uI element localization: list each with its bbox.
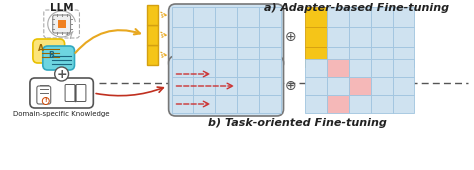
FancyBboxPatch shape (37, 86, 51, 104)
Text: +: + (56, 67, 67, 81)
Bar (147, 25, 158, 45)
Bar (172, 59, 193, 77)
Text: ⊕: ⊕ (285, 30, 296, 44)
Bar (237, 7, 259, 27)
Bar (172, 27, 193, 47)
FancyBboxPatch shape (169, 56, 283, 116)
Bar (237, 95, 259, 113)
FancyBboxPatch shape (30, 78, 93, 108)
Text: a) Adapter-based Fine-tuning: a) Adapter-based Fine-tuning (264, 3, 449, 13)
Bar (215, 95, 237, 113)
Text: ⊕: ⊕ (285, 79, 296, 93)
Bar (305, 59, 327, 77)
Bar (172, 95, 193, 113)
Text: Domain-specific Knowledge: Domain-specific Knowledge (13, 111, 110, 117)
Text: A: A (38, 44, 44, 53)
Bar (215, 47, 237, 67)
Bar (349, 95, 371, 113)
Bar (193, 59, 215, 77)
Bar (215, 77, 237, 95)
Bar (392, 47, 414, 67)
Bar (147, 45, 158, 65)
Bar (172, 77, 193, 95)
FancyBboxPatch shape (33, 39, 64, 63)
Bar (349, 59, 371, 77)
Bar (193, 77, 215, 95)
Bar (327, 59, 349, 77)
Bar (172, 47, 193, 67)
Bar (392, 95, 414, 113)
Text: !: ! (45, 98, 47, 104)
Bar (259, 59, 281, 77)
Bar (215, 59, 237, 77)
Bar (305, 7, 327, 27)
Bar (371, 95, 392, 113)
Bar (327, 27, 349, 47)
Bar (237, 77, 259, 95)
FancyBboxPatch shape (43, 46, 74, 70)
Bar (349, 7, 371, 27)
Bar (305, 77, 327, 95)
Bar (371, 59, 392, 77)
Bar (259, 7, 281, 27)
Bar (237, 47, 259, 67)
Bar (305, 47, 327, 67)
Text: B: B (48, 51, 54, 60)
Bar (392, 77, 414, 95)
Bar (215, 7, 237, 27)
Bar (259, 95, 281, 113)
FancyBboxPatch shape (53, 15, 71, 33)
Bar (259, 27, 281, 47)
Bar (172, 7, 193, 27)
Bar (349, 27, 371, 47)
Bar (371, 7, 392, 27)
Bar (327, 7, 349, 27)
Bar (193, 95, 215, 113)
FancyBboxPatch shape (65, 84, 75, 101)
Bar (193, 47, 215, 67)
Bar (349, 77, 371, 95)
Bar (147, 5, 158, 25)
Circle shape (42, 98, 49, 105)
Bar (392, 59, 414, 77)
Bar (392, 7, 414, 27)
Circle shape (55, 67, 69, 81)
FancyBboxPatch shape (44, 10, 80, 38)
Bar (327, 95, 349, 113)
FancyBboxPatch shape (76, 84, 86, 101)
Bar (371, 77, 392, 95)
FancyBboxPatch shape (169, 4, 283, 70)
Text: b) Task-oriented Fine-tuning: b) Task-oriented Fine-tuning (208, 118, 387, 128)
Bar (327, 47, 349, 67)
Bar (327, 77, 349, 95)
Bar (305, 95, 327, 113)
Bar (193, 7, 215, 27)
Bar (58, 20, 65, 28)
Bar (193, 27, 215, 47)
Bar (392, 27, 414, 47)
Bar (305, 27, 327, 47)
Bar (259, 47, 281, 67)
Bar (215, 27, 237, 47)
Bar (237, 59, 259, 77)
Bar (237, 27, 259, 47)
Bar (371, 27, 392, 47)
Text: LLM: LLM (50, 3, 73, 13)
Bar (349, 47, 371, 67)
Bar (259, 77, 281, 95)
Bar (371, 47, 392, 67)
